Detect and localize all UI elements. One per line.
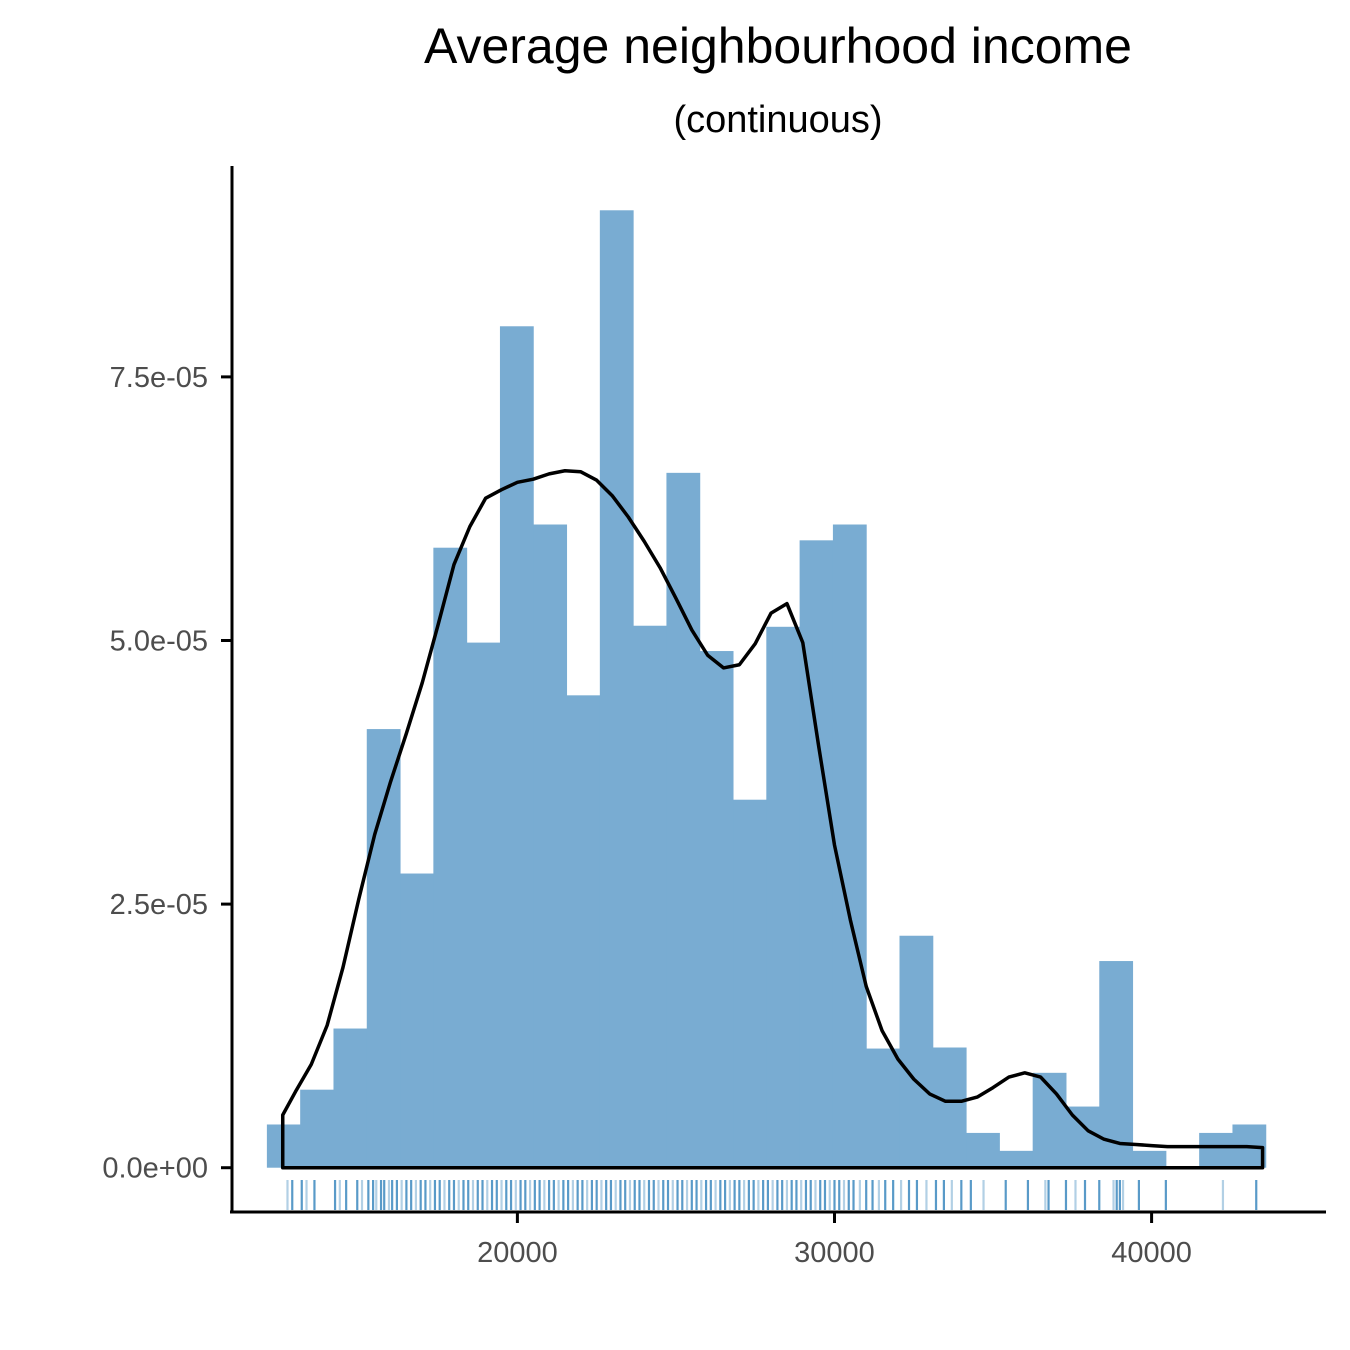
rug-marks — [286, 1180, 1258, 1210]
histogram-bar — [300, 1089, 334, 1168]
histogram-bar — [366, 729, 401, 1168]
histogram-bar — [333, 1028, 368, 1168]
histogram-bar — [899, 935, 934, 1168]
histogram-bar — [666, 472, 701, 1168]
x-axis-ticks: 20000 30000 40000 — [477, 1212, 1192, 1269]
histogram-bar — [1132, 1150, 1167, 1168]
histogram-bar — [799, 540, 834, 1168]
histogram-bar — [932, 1047, 967, 1168]
histogram-bar — [400, 873, 434, 1168]
histogram-bar — [966, 1132, 1000, 1168]
y-tick-label: 2.5e-05 — [110, 889, 208, 921]
y-tick-label: 7.5e-05 — [110, 362, 208, 394]
histogram-bar — [566, 695, 601, 1168]
histogram-bar — [999, 1150, 1034, 1168]
chart-subtitle: (continuous) — [673, 99, 882, 141]
x-tick-label: 20000 — [477, 1237, 558, 1269]
histogram-bar — [433, 547, 468, 1168]
histogram-bar — [599, 210, 634, 1168]
histogram-bar — [633, 625, 667, 1168]
histogram-bars — [266, 210, 1267, 1168]
histogram-bar — [533, 524, 568, 1168]
histogram-bar — [466, 642, 501, 1168]
y-tick-label: 0.0e+00 — [102, 1153, 208, 1185]
histogram-bar — [1199, 1132, 1233, 1168]
chart-title: Average neighbourhood income — [424, 18, 1132, 74]
x-tick-label: 30000 — [794, 1237, 875, 1269]
histogram-bar — [699, 651, 734, 1168]
histogram-bar — [733, 799, 767, 1168]
y-axis-ticks: 0.0e+00 2.5e-05 5.0e-05 7.5e-05 — [102, 362, 232, 1185]
histogram-bar — [832, 524, 867, 1168]
histogram-bar — [766, 626, 801, 1168]
y-tick-label: 5.0e-05 — [110, 625, 208, 657]
density-curve — [280, 468, 1265, 1170]
histogram-bar — [866, 1048, 900, 1168]
histogram-bar — [1099, 961, 1134, 1168]
histogram-bar — [499, 326, 534, 1168]
x-tick-label: 40000 — [1111, 1237, 1192, 1269]
